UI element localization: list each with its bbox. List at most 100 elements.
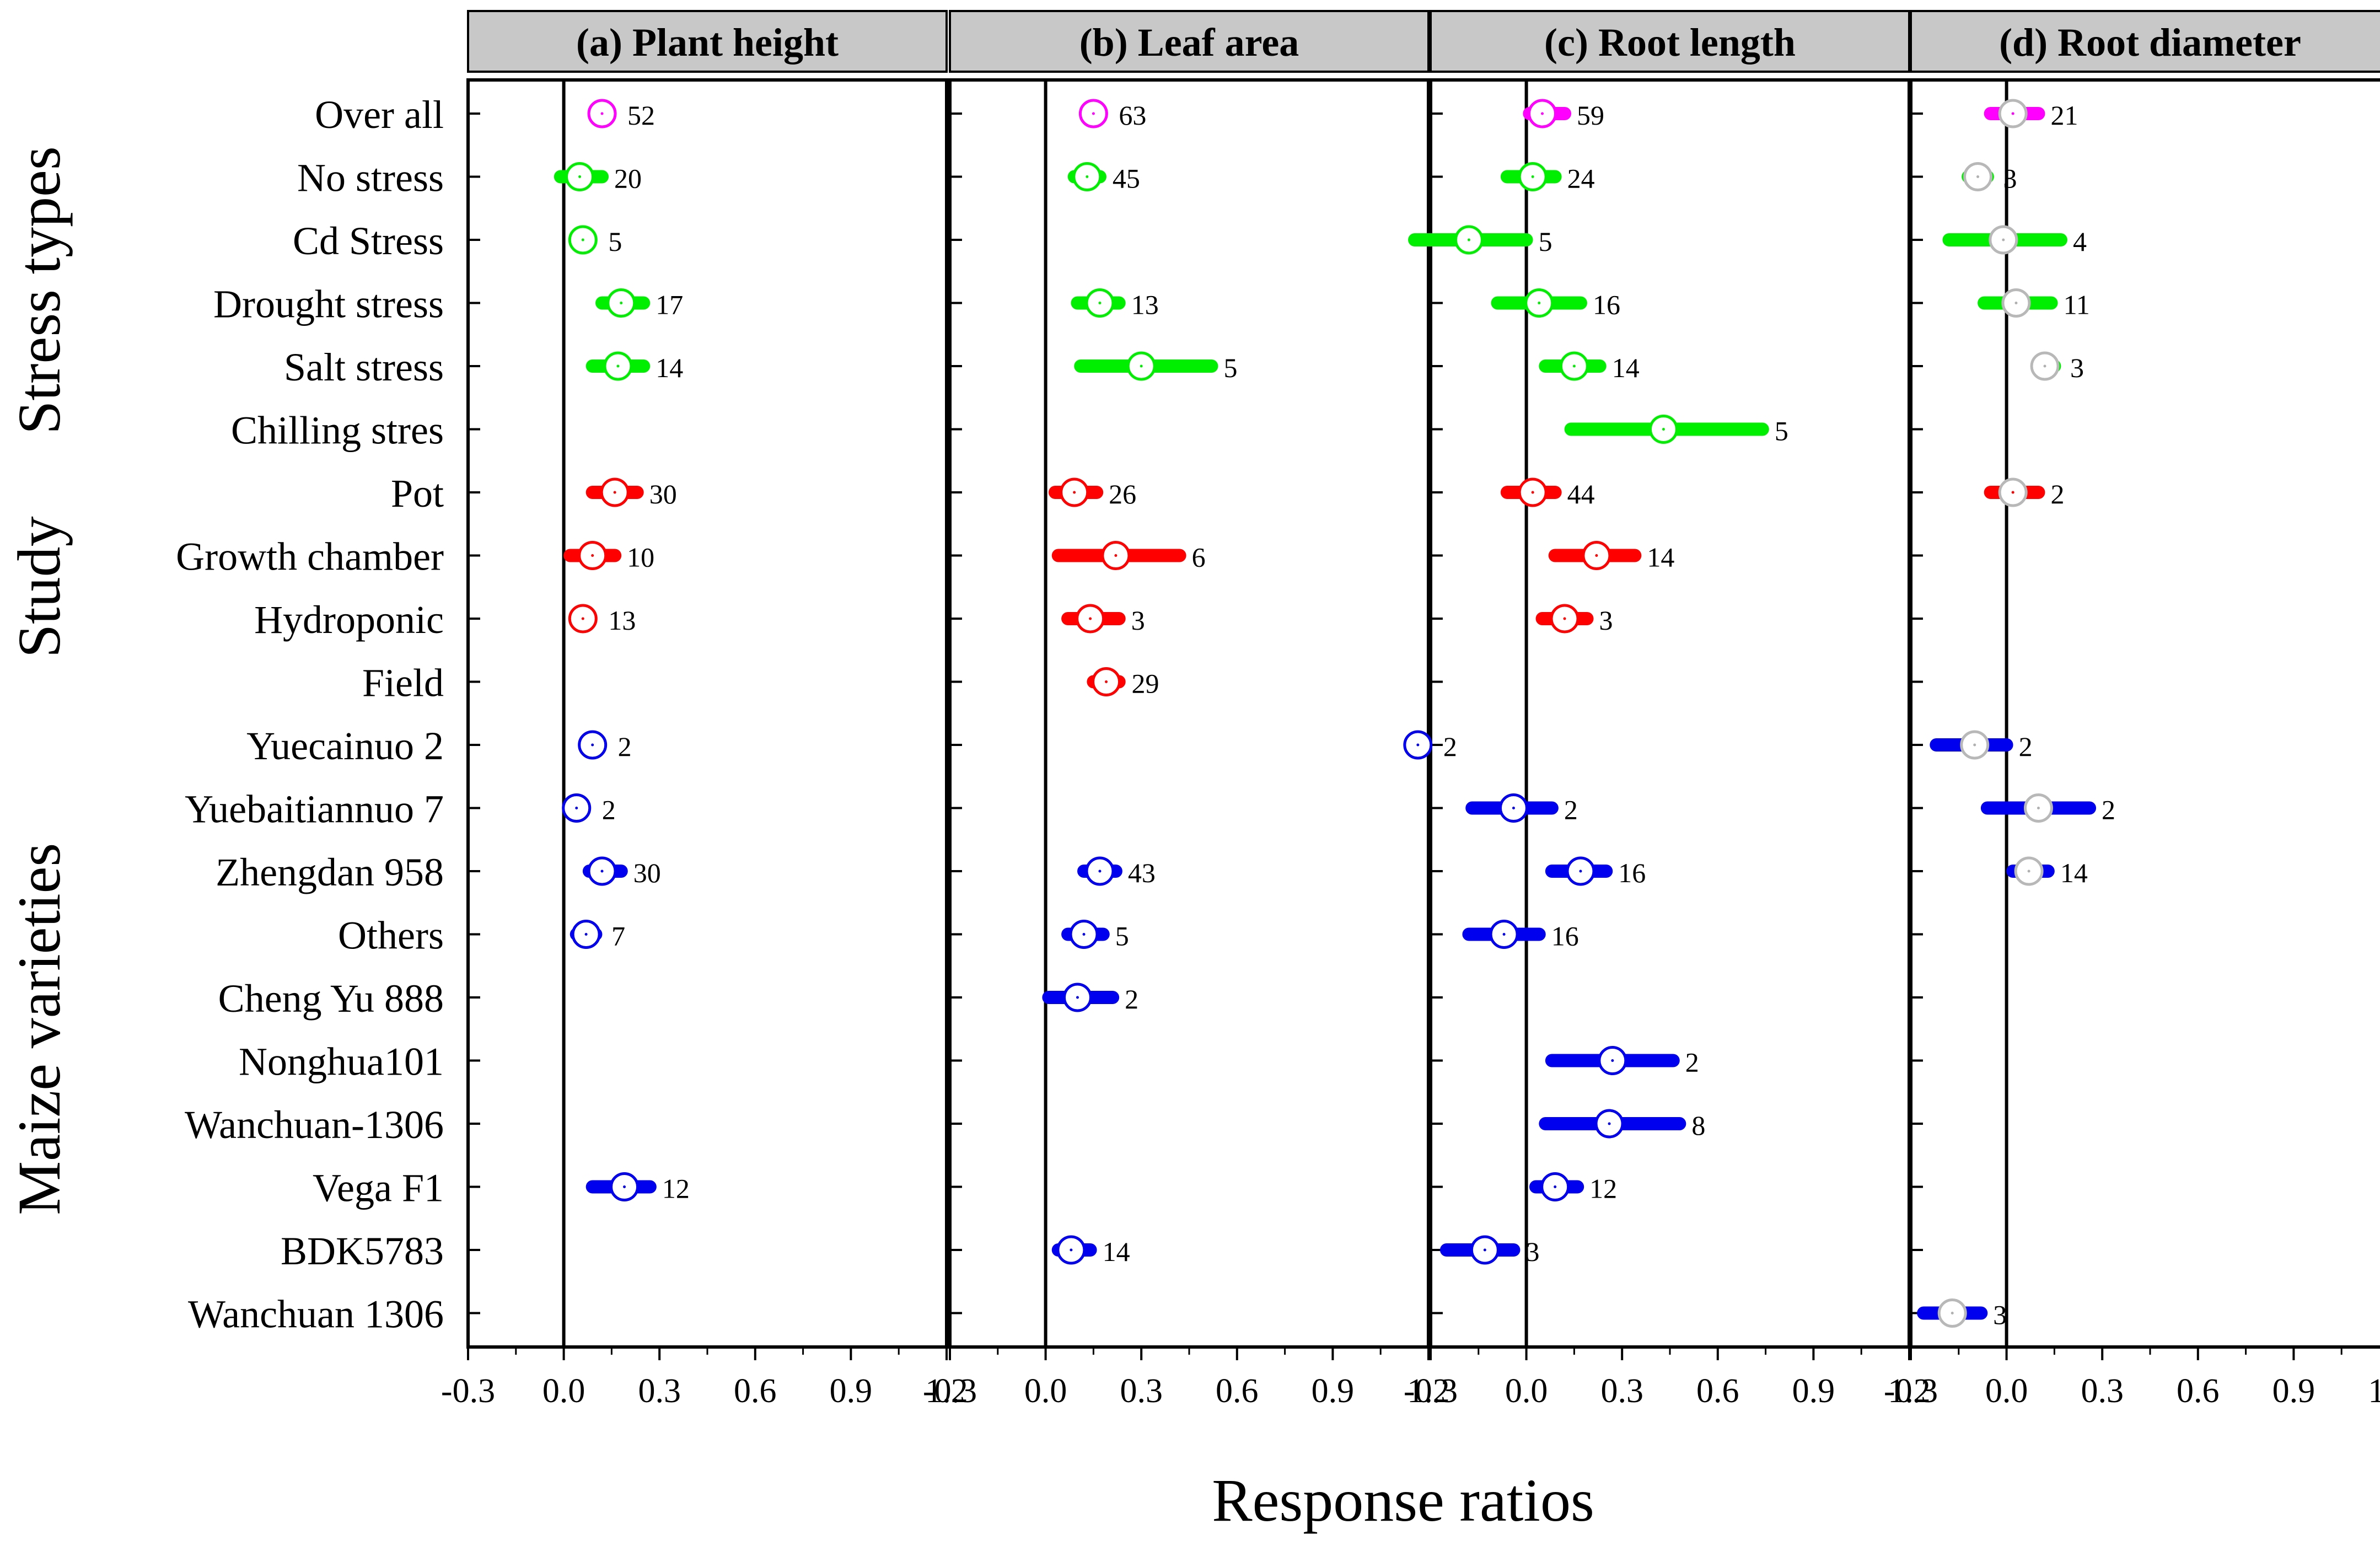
group-label: Study: [6, 516, 73, 658]
effect-center-dot: [1973, 743, 1976, 747]
effect-center-dot: [1554, 1185, 1557, 1188]
x-tick-label: 0.0: [1505, 1372, 1548, 1410]
x-tick-label: -0.3: [1884, 1372, 1938, 1410]
sample-size-label: 24: [1567, 163, 1595, 194]
effect-center-dot: [1073, 491, 1076, 494]
x-tick-label: 0.3: [2081, 1372, 2124, 1410]
x-tick-label: -0.3: [1404, 1372, 1458, 1410]
sample-size-label: 21: [2050, 100, 2078, 131]
sample-size-label: 2: [1685, 1047, 1699, 1078]
sample-size-label: 4: [2073, 226, 2087, 257]
panel-header: [1910, 10, 2380, 73]
group-label: Maize varieties: [6, 843, 73, 1215]
sample-size-label: 13: [608, 605, 636, 636]
x-tick-label: 0.6: [1696, 1372, 1739, 1410]
sample-size-label: 3: [2070, 352, 2084, 383]
sample-size-label: 10: [627, 542, 654, 573]
effect-center-dot: [1541, 112, 1544, 115]
effect-center-dot: [623, 1185, 626, 1188]
effect-center-dot: [1105, 680, 1108, 683]
sample-size-label: 14: [2060, 857, 2088, 888]
x-tick-label: 1.2: [925, 1372, 968, 1410]
x-tick-label: 0.0: [1985, 1372, 2028, 1410]
row-label: Yuebaitiannuo 7: [185, 787, 444, 831]
sample-size-label: 3: [2003, 163, 2017, 194]
row-labels: Over all No stress Cd Stress Drought stress…: [176, 93, 444, 1337]
group-label: Stress types: [6, 146, 73, 434]
panel-header: [949, 10, 1430, 73]
row-label: Vega F1: [313, 1166, 444, 1210]
effect-center-dot: [1595, 554, 1598, 557]
effect-center-dot: [600, 112, 604, 115]
x-tick-label: -0.3: [923, 1372, 977, 1410]
sample-size-label: 20: [614, 163, 642, 194]
effect-center-dot: [1467, 238, 1470, 241]
panel-title: (a) Plant height: [576, 20, 839, 65]
x-tick-label: 0.9: [1792, 1372, 1835, 1410]
sample-size-label: 14: [1612, 352, 1640, 383]
group-labels: Stress types Study Maize varieties: [6, 146, 73, 1215]
x-tick-label: 1.2: [1888, 1372, 1931, 1410]
sample-size-label: 16: [1551, 921, 1579, 952]
sample-size-label: 2: [1564, 795, 1578, 825]
sample-size-label: 14: [1103, 1236, 1130, 1267]
x-tick-label: 0.3: [1120, 1372, 1163, 1410]
sample-size-label: 29: [1132, 668, 1159, 699]
x-tick-label: 0.3: [1600, 1372, 1643, 1410]
effect-center-dot: [1538, 302, 1541, 304]
effect-center-dot: [616, 364, 620, 368]
effect-center-dot: [1531, 491, 1534, 494]
sample-size-label: 6: [1192, 542, 1206, 573]
effect-center-dot: [584, 933, 588, 936]
effect-center-dot: [575, 807, 578, 809]
sample-size-label: 14: [656, 352, 683, 383]
x-tick-label: -0.3: [441, 1372, 495, 1410]
row-label: Field: [362, 661, 444, 705]
x-tick-label: 0.6: [734, 1372, 777, 1410]
sample-size-label: 2: [1443, 731, 1457, 762]
panels: (a) Plant height-0.3 0.0 0.3 0.6 0.9 1.252205…: [441, 10, 2380, 1410]
row-label: Drought stress: [213, 282, 444, 326]
effect-center-dot: [1140, 364, 1143, 368]
panel: (a) Plant height-0.3 0.0 0.3 0.6 0.9 1.252205…: [441, 10, 968, 1410]
sample-size-label: 16: [1593, 289, 1620, 320]
sample-size-label: 3: [1131, 605, 1145, 636]
x-tick-label: 0.3: [638, 1372, 681, 1410]
effect-center-dot: [1512, 807, 1515, 809]
sample-size-label: 3: [1993, 1300, 2007, 1330]
x-tick-label: 1.2: [1407, 1372, 1450, 1410]
row-label: Hydroponic: [254, 598, 444, 642]
effect-center-dot: [613, 491, 616, 494]
effect-center-dot: [1070, 1248, 1073, 1252]
sample-size-label: 43: [1128, 857, 1156, 888]
effect-center-dot: [1483, 1248, 1486, 1252]
effect-center-dot: [1662, 428, 1665, 431]
row-label: Pot: [391, 471, 444, 516]
sample-size-label: 30: [649, 479, 677, 509]
row-label: Others: [338, 914, 444, 958]
sample-size-label: 44: [1567, 479, 1595, 509]
effect-center-dot: [2011, 491, 2014, 494]
sample-size-label: 17: [656, 289, 683, 320]
effect-center-dot: [1082, 933, 1086, 936]
row-label: Zhengdan 958: [216, 850, 444, 894]
sample-size-label: 2: [2019, 731, 2033, 762]
sample-size-label: 14: [1647, 542, 1674, 573]
sample-size-label: 3: [1599, 605, 1613, 636]
effect-center-dot: [591, 554, 594, 557]
effect-center-dot: [1098, 870, 1102, 873]
sample-size-label: 45: [1113, 163, 1140, 194]
effect-center-dot: [1098, 302, 1102, 304]
effect-center-dot: [1114, 554, 1118, 557]
row-label: Growth chamber: [176, 535, 444, 579]
panel: (c) Root length -0.3 0.0 0.3 0.6 0.9 1.2 59 24 5 1…: [1403, 10, 1931, 1410]
effect-center-dot: [1579, 870, 1582, 873]
sample-size-label: 26: [1109, 479, 1136, 509]
effect-center-dot: [581, 617, 584, 620]
effect-center-dot: [2027, 870, 2030, 873]
sample-size-label: 52: [627, 100, 655, 131]
sample-size-label: 3: [1525, 1236, 1539, 1267]
x-tick-label: 0.6: [1216, 1372, 1259, 1410]
